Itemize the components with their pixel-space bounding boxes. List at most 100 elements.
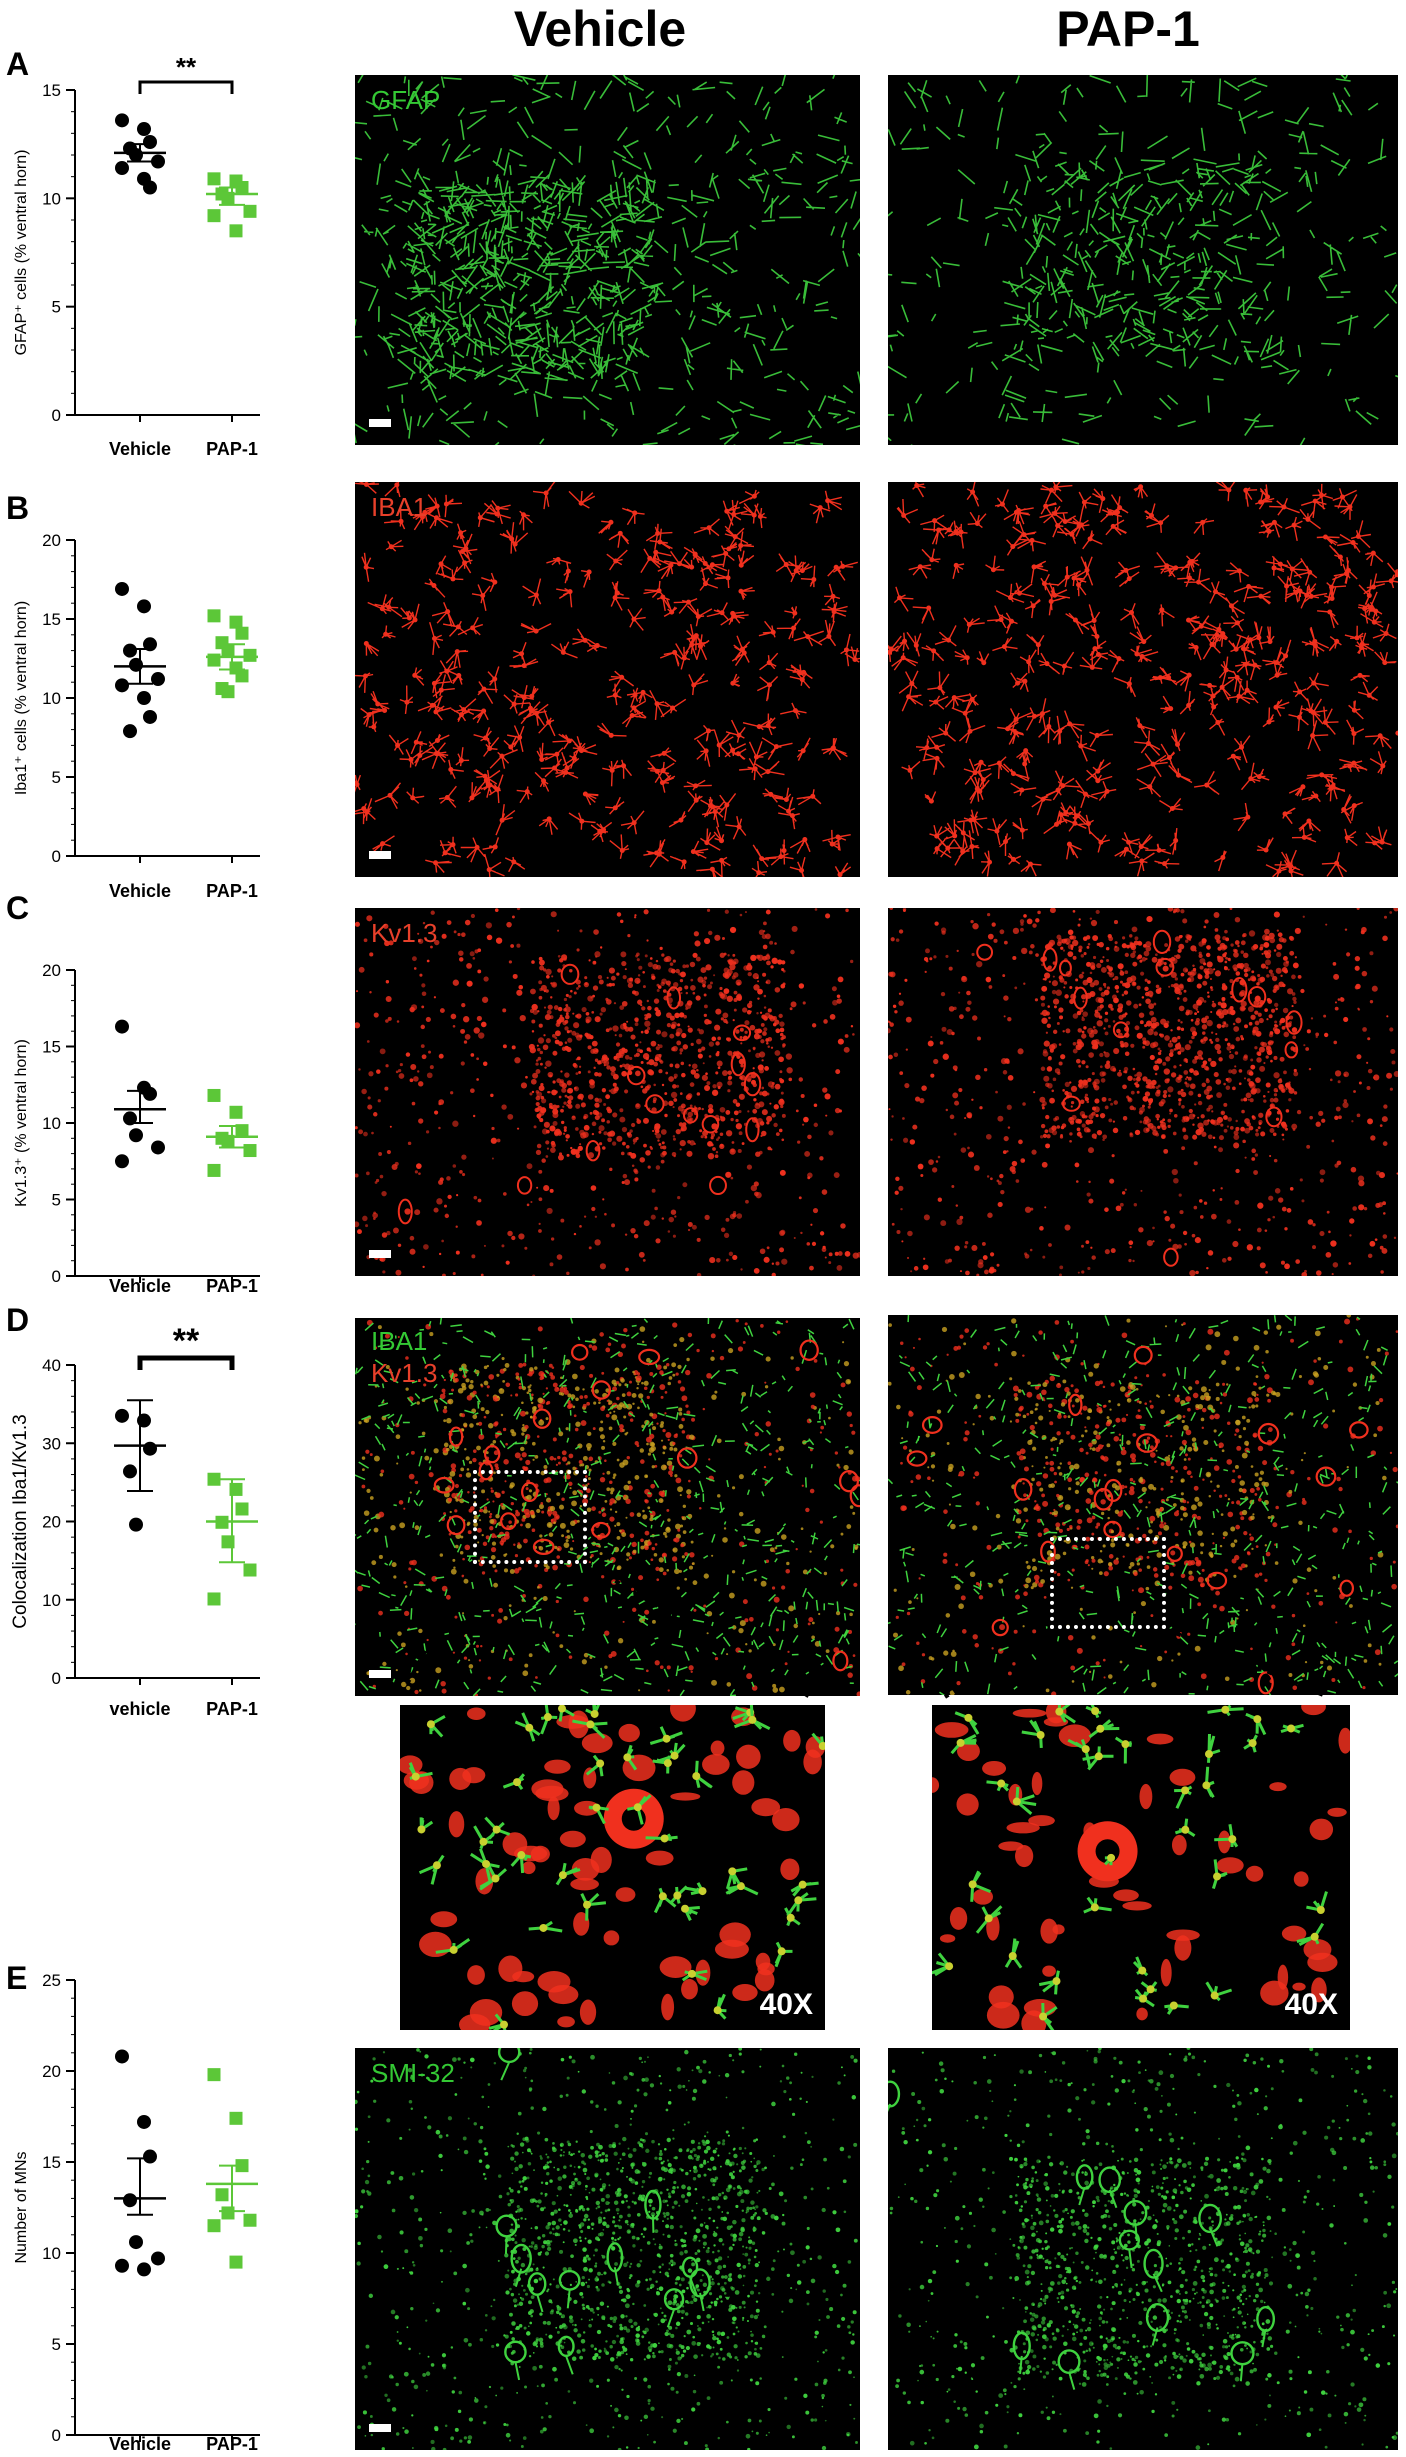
data-point-vehicle xyxy=(143,2149,157,2164)
y-tick-label: 10 xyxy=(42,1114,61,1133)
data-point-vehicle xyxy=(143,637,157,652)
chart-c: 0 5 10 15 20 Vehicle PAP-1 Kv1.3⁺ (% ventral ho… xyxy=(13,961,260,1296)
panel-letter-a: A xyxy=(6,46,30,82)
magnification-label: 40X xyxy=(1284,1988,1338,2021)
data-point-vehicle xyxy=(129,1517,143,1532)
panel-letter-d: D xyxy=(6,1302,30,1338)
y-tick-label: 0 xyxy=(52,2426,61,2445)
data-point-pap1 xyxy=(207,1163,221,1177)
data-point-pap1 xyxy=(235,669,249,683)
y-axis-label: Kv1.3⁺ (% ventral horn) xyxy=(13,1039,30,1207)
y-tick-label: 0 xyxy=(52,406,61,425)
y-tick-label: 10 xyxy=(42,1591,61,1610)
data-point-pap1 xyxy=(229,224,243,238)
data-point-pap1 xyxy=(243,2213,257,2227)
data-point-vehicle xyxy=(137,2114,151,2129)
x-tick-label: Vehicle xyxy=(109,2434,171,2454)
y-tick-label: 0 xyxy=(52,847,61,866)
stain-label-smi32: SMI-32 xyxy=(371,2058,455,2088)
data-point-vehicle xyxy=(143,135,157,149)
data-point-pap1 xyxy=(207,609,221,623)
y-tick-label: 5 xyxy=(52,1191,61,1210)
x-tick-label: Vehicle xyxy=(109,1276,171,1296)
data-point-pap1 xyxy=(215,2188,229,2202)
stain-label-kv13: Kv1.3 xyxy=(371,918,438,948)
y-tick-label: 5 xyxy=(52,2335,61,2354)
magnification-label: 40X xyxy=(759,1988,813,2021)
y-tick-label: 20 xyxy=(42,531,61,550)
y-tick-label: 10 xyxy=(42,689,61,708)
data-point-pap1 xyxy=(243,1144,257,1158)
inset-region-vehicle xyxy=(473,1470,587,1564)
data-point-vehicle xyxy=(137,122,151,136)
x-tick-label: PAP-1 xyxy=(206,881,258,901)
data-point-vehicle xyxy=(151,1140,165,1155)
data-point-pap1 xyxy=(229,1105,243,1119)
y-tick-label: 10 xyxy=(42,189,61,208)
y-tick-label: 0 xyxy=(52,1669,61,1688)
inset-40x-pap1: 40X xyxy=(932,1705,1350,2030)
significance-bracket xyxy=(137,1355,235,1370)
chart-a: 0 5 10 15 Vehicle PAP-1 GFAP⁺ cells (% ventral… xyxy=(13,52,260,459)
stain-label-iba1-merge: IBA1 xyxy=(371,1326,428,1356)
micrograph-e-vehicle: SMI-32 xyxy=(355,2048,860,2450)
data-point-pap1 xyxy=(235,626,249,640)
y-axis-label: Iba1⁺ cells (% ventral horn) xyxy=(13,601,30,795)
data-point-vehicle xyxy=(123,2193,137,2208)
scale-bar xyxy=(369,1250,391,1258)
data-point-pap1 xyxy=(243,648,257,662)
micrograph-c-pap1 xyxy=(888,908,1398,1276)
data-point-vehicle xyxy=(115,2258,129,2273)
data-point-pap1 xyxy=(207,2219,221,2233)
data-point-vehicle xyxy=(129,2235,143,2250)
data-point-pap1 xyxy=(229,2255,243,2269)
y-axis-label: Number of MNs xyxy=(13,2151,30,2263)
y-tick-label: 20 xyxy=(42,2062,61,2081)
data-point-pap1 xyxy=(235,1502,249,1516)
column-header-pap1: PAP-1 xyxy=(1056,1,1200,57)
micrograph-c-vehicle: Kv1.3 xyxy=(355,908,860,1276)
scale-bar xyxy=(369,419,391,427)
data-point-vehicle xyxy=(143,1441,157,1456)
data-point-vehicle xyxy=(115,2049,129,2064)
data-point-pap1 xyxy=(207,1088,221,1102)
y-tick-label: 0 xyxy=(52,1267,61,1286)
column-header-vehicle: Vehicle xyxy=(513,1,687,57)
data-point-vehicle xyxy=(143,1086,157,1101)
x-tick-label: Vehicle xyxy=(109,881,171,901)
y-tick-label: 5 xyxy=(52,768,61,787)
data-point-vehicle xyxy=(143,180,157,195)
data-point-pap1 xyxy=(207,2068,221,2082)
inset-40x-vehicle: 40X xyxy=(400,1705,825,2030)
data-point-pap1 xyxy=(207,172,221,186)
y-tick-label: 10 xyxy=(42,2244,61,2263)
x-tick-label: PAP-1 xyxy=(206,439,258,459)
x-tick-label: PAP-1 xyxy=(206,1699,258,1719)
data-point-pap1 xyxy=(243,1563,257,1577)
data-point-vehicle xyxy=(115,1408,129,1423)
panel-letter-c: C xyxy=(6,890,30,926)
micrograph-d-vehicle: IBA1 Kv1.3 xyxy=(355,1318,860,1696)
data-point-vehicle xyxy=(151,154,165,169)
data-point-vehicle xyxy=(115,113,129,128)
x-tick-label: PAP-1 xyxy=(206,1276,258,1296)
scale-bar xyxy=(369,851,391,859)
data-point-vehicle xyxy=(123,1464,137,1479)
scale-bar xyxy=(369,1670,391,1678)
y-tick-label: 40 xyxy=(42,1356,61,1375)
data-point-vehicle xyxy=(143,709,157,724)
data-point-pap1 xyxy=(229,615,243,629)
data-point-vehicle xyxy=(123,1111,137,1126)
micrograph-b-pap1 xyxy=(888,482,1398,877)
panel-letter-e: E xyxy=(6,1960,28,1996)
data-point-pap1 xyxy=(207,209,221,223)
micrograph-a-pap1 xyxy=(888,75,1398,445)
data-point-pap1 xyxy=(221,685,235,699)
significance-label: ** xyxy=(173,1322,200,1360)
y-tick-label: 15 xyxy=(42,610,61,629)
data-point-vehicle xyxy=(137,691,151,705)
data-point-pap1 xyxy=(207,653,221,667)
chart-b: 0 5 10 15 20 Vehicle PAP-1 Iba1⁺ cells (% ventr… xyxy=(13,531,260,901)
y-tick-label: 30 xyxy=(42,1434,61,1453)
chart-e: 0 5 10 15 20 25 Vehicle PAP-1 Number of MNs xyxy=(13,1971,260,2454)
